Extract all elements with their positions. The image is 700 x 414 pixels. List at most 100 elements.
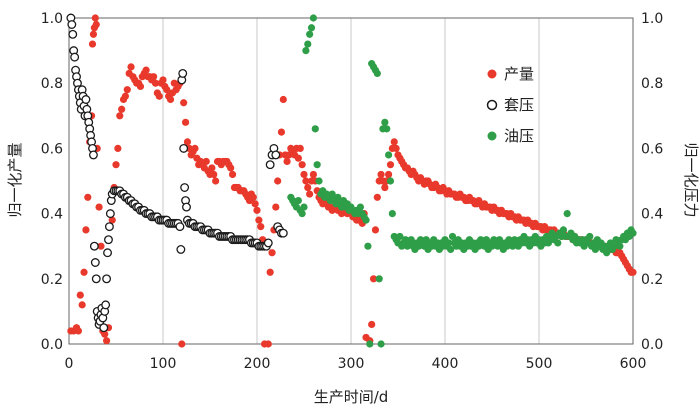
data-point xyxy=(182,202,191,212)
data-point xyxy=(388,210,396,218)
series-1 xyxy=(66,13,288,333)
data-point xyxy=(306,190,314,198)
data-point xyxy=(385,151,393,159)
data-point xyxy=(208,164,216,172)
y-left-tick-label: 0.2 xyxy=(41,272,63,288)
x-tick-label: 200 xyxy=(244,356,271,372)
data-point xyxy=(180,183,190,192)
data-point xyxy=(554,239,562,247)
data-point xyxy=(307,24,316,32)
data-point xyxy=(112,161,120,169)
data-point xyxy=(67,20,77,29)
data-point xyxy=(227,164,235,172)
data-point xyxy=(82,226,90,234)
data-point xyxy=(178,340,186,348)
data-point xyxy=(251,200,259,208)
data-point xyxy=(629,268,637,276)
data-point xyxy=(302,177,310,185)
data-point xyxy=(279,95,287,104)
data-point xyxy=(313,161,321,169)
data-point xyxy=(91,274,101,284)
y-left-tick-label: 0.8 xyxy=(41,76,63,92)
y-left-tick-label: 1.0 xyxy=(41,11,63,27)
y-right-tick-label: 0.8 xyxy=(641,76,663,92)
data-point xyxy=(183,138,192,146)
x-tick-label: 500 xyxy=(526,356,553,372)
data-point xyxy=(181,118,190,126)
data-point xyxy=(89,241,99,251)
data-point xyxy=(294,196,302,205)
data-point xyxy=(366,340,374,348)
data-point xyxy=(70,52,80,62)
data-point xyxy=(298,161,306,169)
y-right-tick-label: 1.0 xyxy=(641,11,663,27)
data-point xyxy=(375,275,383,283)
data-point xyxy=(136,82,145,91)
data-point xyxy=(103,337,111,345)
data-point xyxy=(356,203,364,211)
data-point xyxy=(586,232,594,241)
data-point xyxy=(396,232,404,241)
x-tick-label: 0 xyxy=(65,356,74,372)
y-axis-left: 0.0 0.2 0.4 0.6 0.8 1.0 xyxy=(41,11,63,353)
data-point xyxy=(76,291,84,299)
legend-marker xyxy=(486,99,498,111)
data-point xyxy=(142,66,150,74)
data-point xyxy=(315,177,323,185)
y-left-tick-label: 0.6 xyxy=(41,141,63,157)
data-point xyxy=(68,29,78,39)
data-point xyxy=(373,193,381,201)
data-point xyxy=(296,144,304,152)
data-point xyxy=(304,40,312,48)
data-point xyxy=(255,216,263,224)
data-point xyxy=(92,20,100,29)
data-point xyxy=(74,327,82,335)
legend-marker xyxy=(487,69,497,79)
data-point xyxy=(268,249,276,257)
data-point xyxy=(445,239,453,247)
data-point xyxy=(616,242,624,250)
data-point xyxy=(381,183,389,192)
data-point xyxy=(202,157,210,166)
data-point xyxy=(101,330,109,338)
data-point xyxy=(274,177,282,185)
data-point xyxy=(390,138,398,146)
data-point xyxy=(309,14,317,22)
data-point xyxy=(212,177,220,185)
data-point xyxy=(81,95,91,104)
data-point xyxy=(629,229,637,237)
data-point xyxy=(257,223,265,231)
x-tick-label: 300 xyxy=(338,356,365,372)
data-point xyxy=(306,30,314,38)
data-point xyxy=(266,268,274,276)
data-point xyxy=(407,236,415,244)
legend-label: 油压 xyxy=(504,127,534,145)
data-point xyxy=(127,63,135,71)
data-point xyxy=(386,177,395,185)
legend-label: 套压 xyxy=(504,96,534,114)
data-point xyxy=(383,125,391,133)
data-point xyxy=(263,238,273,248)
data-point xyxy=(104,222,114,232)
data-point xyxy=(105,209,115,219)
data-point xyxy=(563,210,571,218)
data-point xyxy=(176,245,186,254)
data-point xyxy=(559,226,568,234)
data-point xyxy=(265,160,275,170)
data-point xyxy=(300,170,308,179)
legend-label: 产量 xyxy=(504,65,534,83)
data-point xyxy=(364,242,372,250)
x-axis: 0 100 200 300 400 500 600 xyxy=(65,356,647,372)
data-point xyxy=(175,222,185,232)
data-point xyxy=(228,170,237,179)
data-point xyxy=(78,301,86,309)
y-right-tick-label: 0.0 xyxy=(641,337,663,353)
data-point xyxy=(155,92,163,100)
series-layer xyxy=(66,13,637,348)
y-left-tick-label: 0.0 xyxy=(41,337,63,353)
data-point xyxy=(97,242,105,250)
grid-lines xyxy=(162,18,540,344)
y-axis-right: 0.0 0.2 0.4 0.6 0.8 1.0 xyxy=(641,11,663,353)
plot-area xyxy=(68,17,634,345)
